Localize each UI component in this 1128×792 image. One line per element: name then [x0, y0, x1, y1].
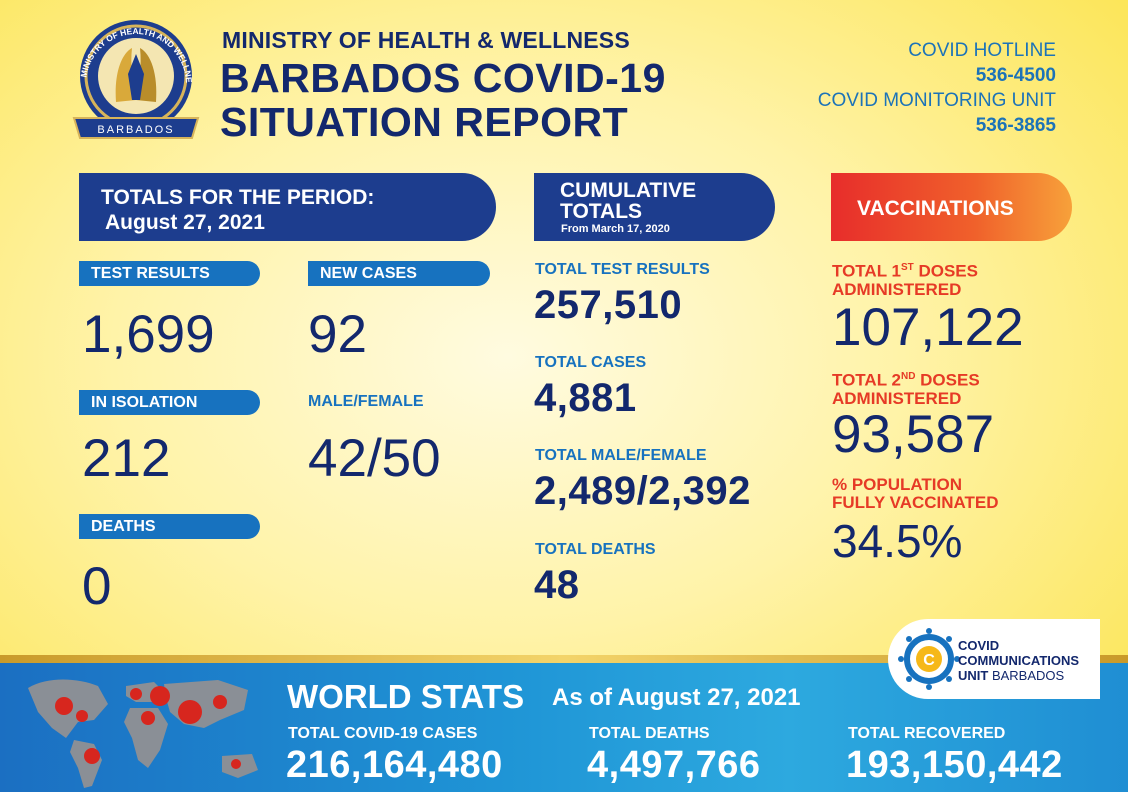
period-banner-title: TOTALS FOR THE PERIOD: — [101, 186, 375, 209]
cumulative-banner-title: CUMULATIVE TOTALS — [560, 179, 697, 223]
virus-ring-icon: C — [898, 628, 960, 690]
first-doses-value: 107,122 — [832, 298, 1024, 357]
total-test-results-label: TOTAL TEST RESULTS — [535, 261, 710, 278]
second-doses-label: TOTAL 2ND DOSES ADMINISTERED — [832, 368, 980, 408]
total-male-female-label: TOTAL MALE/FEMALE — [535, 447, 707, 464]
second-doses-label-sup: ND — [900, 371, 916, 382]
hotline-block: COVID HOTLINE 536-4500 COVID MONITORING … — [818, 38, 1056, 138]
gold-divider — [0, 655, 1128, 663]
report-title-line2: SITUATION REPORT — [220, 99, 629, 145]
total-test-results-value: 257,510 — [534, 283, 683, 327]
ccu-line3: UNIT BARBADOS — [958, 668, 1079, 683]
pct-vaccinated-label-line1: % POPULATION — [832, 475, 963, 494]
world-recovered-label: TOTAL RECOVERED — [848, 725, 1006, 742]
first-doses-label-line2: ADMINISTERED — [832, 279, 962, 299]
period-banner-date: August 27, 2021 — [105, 211, 265, 234]
male-female-value: 42/50 — [308, 429, 441, 488]
vaccinations-banner-title: VACCINATIONS — [857, 197, 1014, 220]
isolation-value: 212 — [82, 429, 171, 488]
world-deaths-label: TOTAL DEATHS — [589, 725, 710, 742]
hotline-number: 536-4500 — [975, 65, 1056, 86]
second-doses-label-line2: ADMINISTERED — [832, 388, 962, 408]
world-cases-label: TOTAL COVID-19 CASES — [288, 725, 478, 742]
first-doses-label-sup: ST — [900, 262, 914, 273]
first-doses-label-text: TOTAL 1 — [832, 261, 901, 281]
ministry-seal-logo: MINISTRY OF HEALTH AND WELLNESS BARBADOS — [66, 14, 200, 139]
deaths-label: DEATHS — [79, 514, 260, 539]
second-doses-label-text2: DOSES — [915, 370, 980, 390]
first-doses-label: TOTAL 1ST DOSES ADMINISTERED — [832, 259, 978, 299]
first-doses-label-text2: DOSES — [913, 261, 978, 281]
world-deaths-value: 4,497,766 — [587, 744, 761, 786]
new-cases-value: 92 — [308, 305, 367, 364]
pct-vaccinated-value: 34.5% — [832, 515, 963, 567]
total-cases-label: TOTAL CASES — [535, 354, 647, 371]
total-deaths-value: 48 — [534, 563, 580, 607]
world-stats-date: As of August 27, 2021 — [552, 684, 801, 711]
test-results-value: 1,699 — [82, 305, 215, 364]
world-stats-title: WORLD STATS — [287, 678, 525, 715]
ccu-letter: C — [923, 652, 935, 669]
new-cases-label: NEW CASES — [308, 261, 490, 286]
ccu-line3-bold: UNIT — [958, 668, 989, 683]
monitoring-unit-label: COVID MONITORING UNIT — [817, 90, 1056, 111]
total-male-female-value: 2,489/2,392 — [534, 469, 751, 513]
total-deaths-label: TOTAL DEATHS — [535, 541, 656, 558]
total-cases-value: 4,881 — [534, 376, 637, 420]
male-female-label: MALE/FEMALE — [308, 393, 424, 410]
isolation-label: IN ISOLATION — [79, 390, 260, 415]
report-title-line1: BARBADOS COVID-19 — [220, 55, 666, 101]
world-cases-value: 216,164,480 — [286, 744, 503, 786]
monitoring-unit-number: 536-3865 — [975, 115, 1056, 136]
ccu-line2: COMMUNICATIONS — [958, 653, 1080, 668]
world-map-virus-icon — [28, 679, 258, 788]
pct-vaccinated-label: % POPULATION FULLY VACCINATED — [832, 476, 999, 512]
deaths-value: 0 — [82, 557, 112, 616]
ccu-line1: COVID — [958, 638, 1000, 653]
ccu-line3-thin: BARBADOS — [988, 668, 1065, 683]
hotline-label: COVID HOTLINE — [908, 40, 1056, 61]
second-doses-label-text: TOTAL 2 — [832, 370, 901, 390]
cumulative-banner-date: From March 17, 2020 — [561, 223, 670, 235]
second-doses-value: 93,587 — [832, 405, 995, 464]
cumulative-banner: CUMULATIVE TOTALS From March 17, 2020 — [534, 173, 775, 241]
ministry-name: MINISTRY OF HEALTH & WELLNESS — [222, 27, 630, 53]
report-title: BARBADOS COVID-19 SITUATION REPORT — [220, 56, 666, 144]
world-recovered-value: 193,150,442 — [846, 744, 1063, 786]
pct-vaccinated-label-line2: FULLY VACCINATED — [832, 493, 999, 512]
test-results-label: TEST RESULTS — [79, 261, 260, 286]
ccu-logo-text: COVID COMMUNICATIONS UNIT BARBADOS — [958, 638, 1079, 683]
vaccinations-banner: VACCINATIONS — [831, 173, 1072, 241]
seal-banner-text: BARBADOS — [97, 124, 174, 136]
period-banner: TOTALS FOR THE PERIOD: August 27, 2021 — [79, 173, 496, 241]
